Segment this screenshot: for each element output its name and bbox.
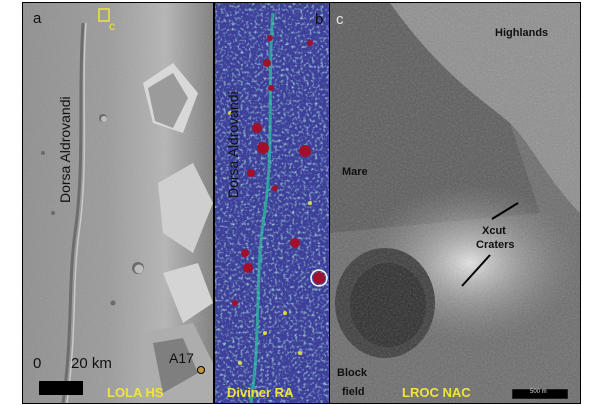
inset-box-c bbox=[98, 8, 110, 22]
caption-lola-hs: LOLA HS bbox=[107, 385, 164, 400]
dorsa-aldrovandi-label-b: Dorsa Aldrovandi bbox=[225, 91, 241, 198]
mare-label: Mare bbox=[342, 166, 368, 178]
caption-diviner-ra: Diviner RA bbox=[227, 385, 294, 400]
panel-letter-c: c bbox=[336, 11, 344, 28]
caption-lroc-nac: LROC NAC bbox=[402, 385, 471, 400]
panel-b-diviner: b Dorsa Aldrovandi Diviner RA bbox=[214, 3, 330, 403]
figure-panels: a c Dorsa Aldrovandi 0 20 km A17 LOLA HS bbox=[22, 2, 581, 404]
inset-letter-c: c bbox=[109, 19, 115, 33]
a17-site-marker bbox=[197, 366, 205, 374]
panel-c-lroc-nac: c Highlands Mare Xcut Craters Block fiel… bbox=[330, 3, 580, 403]
panel-letter-b: b bbox=[315, 11, 324, 28]
scale-zero: 0 bbox=[33, 355, 42, 372]
xcut-label: Xcut bbox=[482, 225, 506, 237]
scale-bar bbox=[39, 381, 83, 395]
craters-label: Craters bbox=[476, 239, 515, 251]
field-label: field bbox=[342, 386, 365, 398]
a17-label: A17 bbox=[169, 350, 194, 366]
panel-a-lola-hillshade: a c Dorsa Aldrovandi 0 20 km A17 LOLA HS bbox=[23, 3, 213, 403]
lroc-nac-image bbox=[330, 3, 580, 403]
scalebar-500m-label: 500 m bbox=[530, 389, 547, 395]
highlands-label: Highlands bbox=[495, 27, 549, 39]
diviner-rock-abundance-image bbox=[215, 3, 329, 403]
lola-hillshade-image bbox=[23, 3, 213, 403]
panel-letter-a: a bbox=[33, 10, 42, 27]
scalebar-500m bbox=[511, 388, 569, 400]
scale-text: 20 km bbox=[71, 355, 112, 372]
dorsa-aldrovandi-label: Dorsa Aldrovandi bbox=[57, 96, 73, 203]
block-label: Block bbox=[337, 367, 367, 379]
